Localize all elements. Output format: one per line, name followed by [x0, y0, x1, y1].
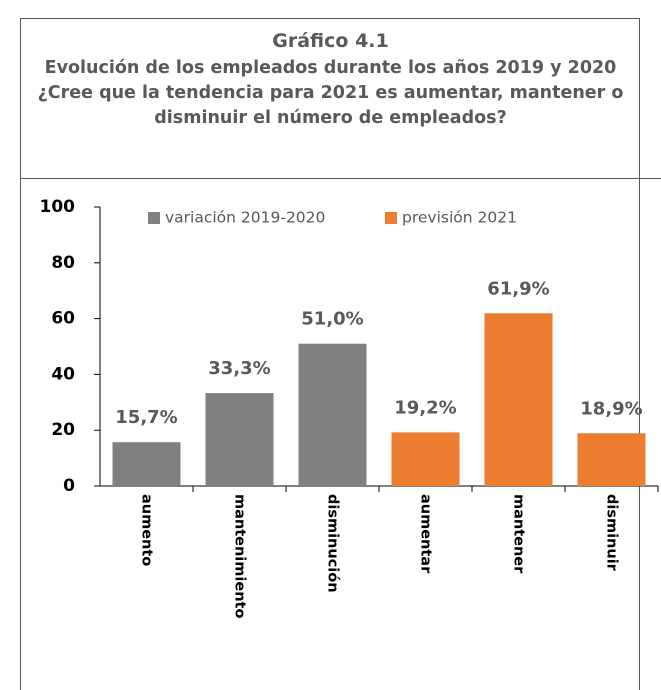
header: Gráfico 4.1 Evolución de los empleados d… [22, 30, 639, 131]
x-tick-label: mantener [511, 494, 527, 574]
x-tick-label: mantenimiento [232, 494, 248, 618]
bar [391, 432, 460, 486]
data-label: 15,7% [115, 407, 177, 428]
legend-swatch [148, 212, 160, 224]
bar [205, 393, 274, 486]
y-tick-label: 40 [51, 364, 75, 384]
legend-label: variación 2019-2020 [165, 209, 325, 227]
y-tick-label: 100 [40, 197, 76, 217]
bar [112, 442, 181, 486]
y-tick-label: 0 [63, 476, 75, 496]
frame [20, 18, 640, 690]
x-tick-label: disminuir [604, 494, 620, 572]
y-tick-label: 60 [51, 309, 75, 329]
legend-swatch [385, 212, 397, 224]
bar [577, 433, 646, 486]
x-tick-label: aumento [139, 494, 155, 566]
data-label: 61,9% [487, 278, 549, 299]
data-label: 33,3% [208, 358, 270, 379]
chart-title: Gráfico 4.1 [272, 30, 389, 52]
data-label: 18,9% [580, 398, 642, 419]
bar [298, 343, 367, 486]
x-tick-label: aumentar [418, 494, 434, 574]
y-tick-label: 80 [51, 253, 75, 273]
data-label: 19,2% [394, 397, 456, 418]
bar [484, 313, 553, 486]
x-tick-label: disminución [325, 494, 341, 593]
y-tick-label: 20 [51, 420, 75, 440]
data-label: 51,0% [301, 309, 363, 330]
chart-subtitle: Evolución de los empleados durante los a… [37, 58, 624, 128]
legend-label: previsión 2021 [402, 209, 517, 227]
